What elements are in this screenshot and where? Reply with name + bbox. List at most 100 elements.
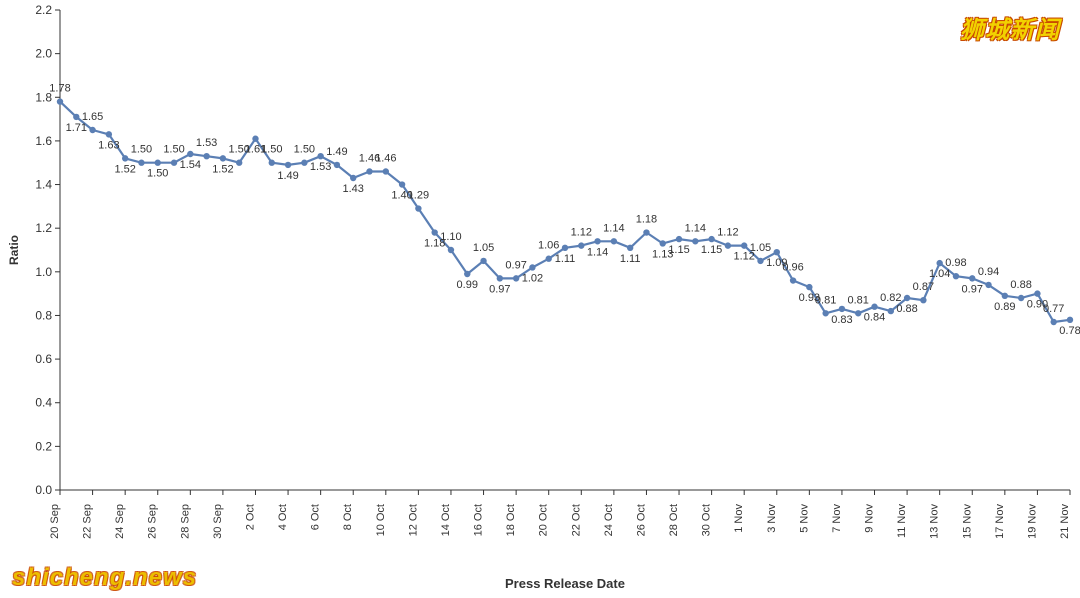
data-point xyxy=(89,127,95,133)
data-point xyxy=(1002,293,1008,299)
data-point xyxy=(415,205,421,211)
value-label: 1.50 xyxy=(261,144,282,156)
value-label: 1.15 xyxy=(668,244,689,256)
value-label: 0.98 xyxy=(945,257,966,269)
data-point xyxy=(529,264,535,270)
x-tick-label: 18 Oct xyxy=(505,504,517,536)
value-label: 1.53 xyxy=(310,161,331,173)
data-point xyxy=(936,260,942,266)
data-point xyxy=(383,168,389,174)
data-point xyxy=(562,245,568,251)
data-point xyxy=(839,306,845,312)
data-point xyxy=(1034,290,1040,296)
x-tick-label: 24 Sep xyxy=(114,504,126,539)
data-point xyxy=(741,242,747,248)
value-label: 1.14 xyxy=(603,222,624,234)
data-point xyxy=(953,273,959,279)
data-point xyxy=(399,181,405,187)
value-label: 1.12 xyxy=(571,227,592,239)
value-label: 1.49 xyxy=(326,146,347,158)
value-label: 0.87 xyxy=(913,281,934,293)
value-label: 1.49 xyxy=(277,170,298,182)
x-tick-label: 10 Oct xyxy=(375,504,387,536)
value-label: 1.50 xyxy=(163,144,184,156)
value-label: 0.88 xyxy=(1010,279,1031,291)
data-point xyxy=(187,151,193,157)
y-tick-label: 1.4 xyxy=(35,178,52,192)
value-label: 0.94 xyxy=(978,266,999,278)
value-label: 1.05 xyxy=(473,242,494,254)
x-tick-label: 28 Sep xyxy=(179,504,191,539)
value-label: 0.78 xyxy=(1059,325,1080,337)
x-tick-label: 5 Nov xyxy=(798,504,810,533)
x-tick-label: 9 Nov xyxy=(864,504,876,533)
data-point xyxy=(985,282,991,288)
data-point xyxy=(285,162,291,168)
x-tick-label: 2 Oct xyxy=(244,504,256,530)
y-tick-label: 1.0 xyxy=(35,265,52,279)
data-point xyxy=(252,136,258,142)
x-tick-label: 7 Nov xyxy=(831,504,843,533)
value-label: 1.43 xyxy=(343,183,364,195)
value-label: 0.97 xyxy=(489,283,510,295)
y-tick-label: 2.2 xyxy=(35,3,52,17)
data-point xyxy=(660,240,666,246)
x-tick-label: 22 Sep xyxy=(82,504,94,539)
data-point xyxy=(106,131,112,137)
data-point xyxy=(236,160,242,166)
data-point xyxy=(774,249,780,255)
x-tick-label: 19 Nov xyxy=(1026,504,1038,539)
x-tick-label: 3 Nov xyxy=(766,504,778,533)
value-label: 1.15 xyxy=(701,244,722,256)
value-label: 1.63 xyxy=(98,139,119,151)
y-tick-label: 0.0 xyxy=(35,483,52,497)
data-point xyxy=(301,160,307,166)
data-point xyxy=(1067,317,1073,323)
value-label: 1.04 xyxy=(929,268,950,280)
value-label: 1.50 xyxy=(131,144,152,156)
y-axis-label: Ratio xyxy=(7,235,21,265)
data-point xyxy=(920,297,926,303)
data-point xyxy=(594,238,600,244)
data-point xyxy=(448,247,454,253)
x-tick-label: 16 Oct xyxy=(473,504,485,536)
data-point xyxy=(220,155,226,161)
data-point xyxy=(497,275,503,281)
value-label: 1.02 xyxy=(522,272,543,284)
value-label: 1.14 xyxy=(587,246,608,258)
value-label: 1.50 xyxy=(147,168,168,180)
data-point xyxy=(1051,319,1057,325)
x-tick-label: 6 Oct xyxy=(310,504,322,530)
data-point xyxy=(546,256,552,262)
data-point xyxy=(73,114,79,120)
data-point xyxy=(57,98,63,104)
x-tick-label: 24 Oct xyxy=(603,504,615,536)
data-point xyxy=(725,242,731,248)
x-tick-label: 4 Oct xyxy=(277,504,289,530)
value-label: 1.50 xyxy=(294,144,315,156)
data-point xyxy=(203,153,209,159)
value-label: 0.99 xyxy=(457,279,478,291)
data-point xyxy=(269,160,275,166)
data-point xyxy=(350,175,356,181)
y-tick-label: 1.6 xyxy=(35,134,52,148)
data-point xyxy=(676,236,682,242)
y-tick-label: 2.0 xyxy=(35,47,52,61)
data-point xyxy=(122,155,128,161)
data-point xyxy=(822,310,828,316)
data-point xyxy=(790,277,796,283)
data-point xyxy=(904,295,910,301)
data-point xyxy=(627,245,633,251)
value-label: 0.77 xyxy=(1043,303,1064,315)
value-label: 1.11 xyxy=(555,253,576,265)
value-label: 0.97 xyxy=(505,259,526,271)
x-tick-label: 8 Oct xyxy=(342,504,354,530)
x-tick-label: 12 Oct xyxy=(407,504,419,536)
y-tick-label: 0.6 xyxy=(35,352,52,366)
value-label: 1.54 xyxy=(180,159,201,171)
y-tick-label: 0.4 xyxy=(35,396,52,410)
data-point xyxy=(888,308,894,314)
data-point xyxy=(578,242,584,248)
x-tick-label: 1 Nov xyxy=(733,504,745,533)
data-point xyxy=(692,238,698,244)
